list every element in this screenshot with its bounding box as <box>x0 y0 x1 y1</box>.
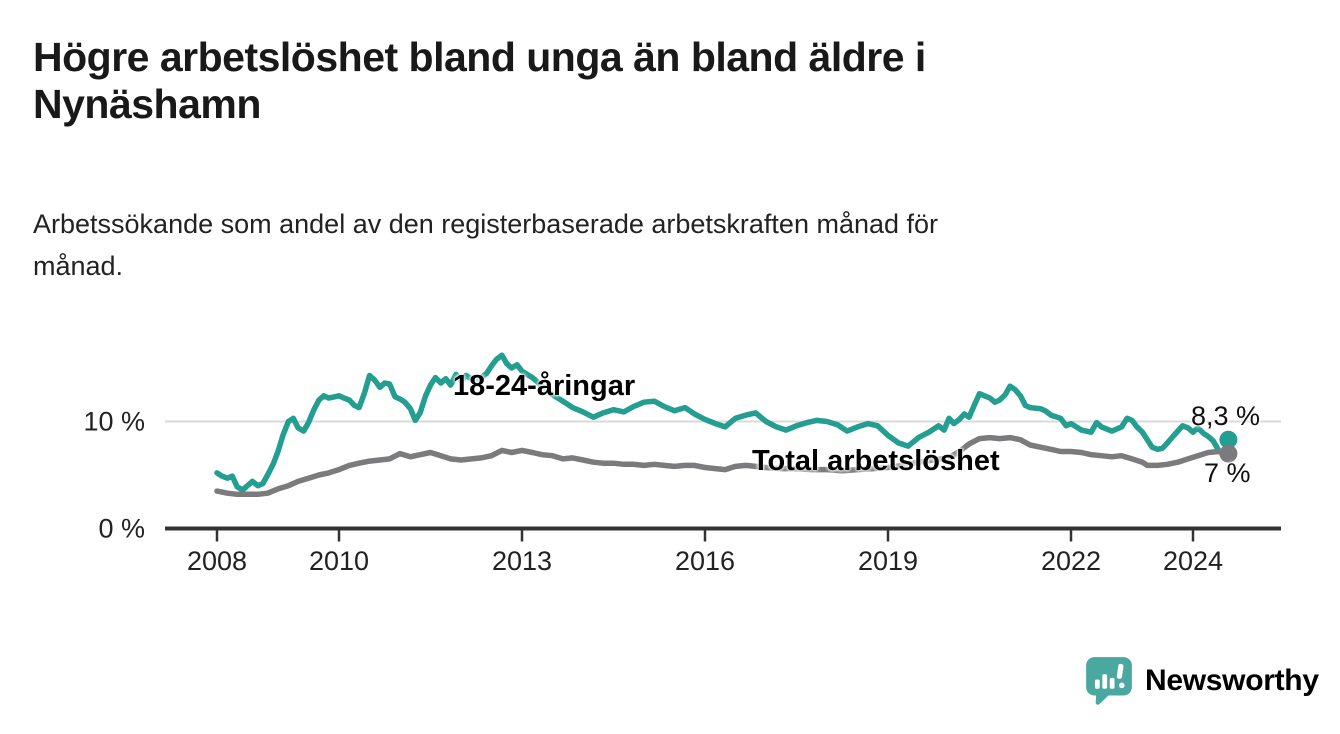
x-axis-tick-label: 2010 <box>309 546 369 576</box>
end-value-label-total: 7 % <box>1204 458 1251 488</box>
y-axis-tick-label: 0 % <box>98 514 145 544</box>
youth-series-line <box>214 352 1232 493</box>
y-axis-tick-label: 10 % <box>83 407 145 437</box>
end-value-label-youth: 8,3 % <box>1191 401 1261 431</box>
newsworthy-logo: Newsworthy <box>1084 655 1319 707</box>
series-label-youth: 18-24-åringar <box>453 370 636 402</box>
chart-subtitle-line-1: Arbetssökande som andel av den registerb… <box>33 209 939 239</box>
x-axis-tick-label: 2008 <box>187 546 247 576</box>
bar-chart-speech-bubble-icon <box>1084 655 1134 707</box>
series-label-total: Total arbetslöshet <box>752 445 1000 477</box>
total-series-end-dot <box>1219 444 1238 463</box>
newsworthy-wordmark: Newsworthy <box>1145 664 1319 697</box>
chart-subtitle: Arbetssökande som andel av den registerb… <box>33 203 1293 287</box>
x-axis-tick-label: 2022 <box>1041 546 1101 576</box>
x-axis-tick-label: 2016 <box>675 546 735 576</box>
total-series-line <box>214 434 1232 498</box>
page-title-line-2: Nynäshamn <box>33 81 261 127</box>
page-title-line-1: Högre arbetslöshet bland unga än bland ä… <box>33 34 926 80</box>
x-axis-tick-label: 2024 <box>1163 546 1223 576</box>
x-axis-tick-label: 2019 <box>858 546 918 576</box>
youth-series-end-dot <box>1219 430 1238 449</box>
chart-subtitle-line-2: månad. <box>33 251 124 281</box>
page-title: Högre arbetslöshet bland unga än bland ä… <box>33 34 1293 128</box>
x-axis-tick-label: 2013 <box>492 546 552 576</box>
